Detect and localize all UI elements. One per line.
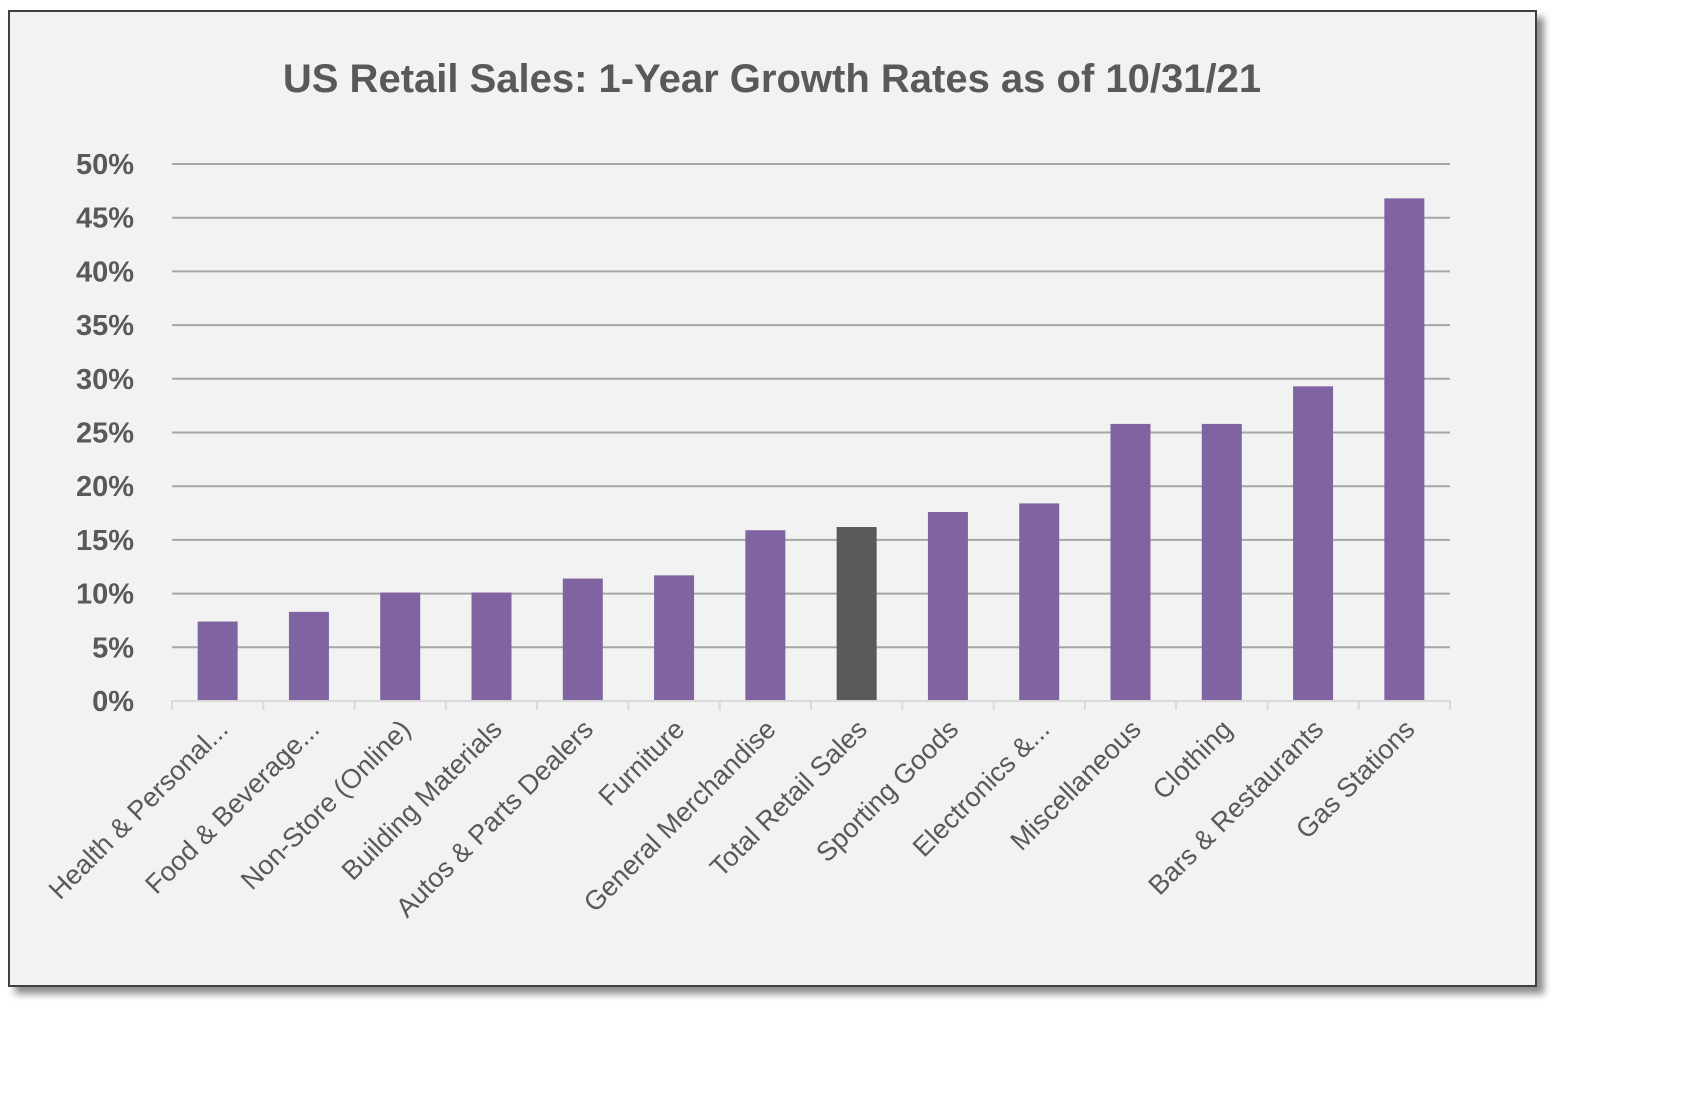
bar (745, 530, 786, 701)
bar (288, 611, 329, 701)
bar (654, 575, 695, 701)
bar (1110, 423, 1151, 701)
bar (1019, 503, 1060, 701)
bar (836, 527, 877, 701)
bar (380, 592, 421, 701)
y-tick-label: 20% (76, 471, 134, 503)
y-tick-label: 40% (76, 256, 134, 288)
bar (197, 621, 238, 701)
x-tick-label: Bars & Restaurants (1143, 714, 1330, 901)
x-tick-label: Total Retail Sales (704, 714, 873, 883)
x-axis-tick-labels: Health & Personal...Food & Beverage...No… (43, 714, 1421, 923)
bar (562, 578, 603, 701)
x-tick-label: Furniture (593, 714, 691, 812)
y-tick-label: 5% (92, 632, 134, 664)
y-tick-label: 10% (76, 579, 134, 611)
bar (1384, 198, 1425, 702)
y-tick-label: 15% (76, 525, 134, 557)
bar (1201, 423, 1242, 701)
bar-chart: US Retail Sales: 1-Year Growth Rates as … (43, 57, 1451, 923)
y-tick-label: 0% (92, 686, 134, 718)
x-tick-label: Building Materials (336, 714, 508, 886)
x-tick-label: Clothing (1147, 714, 1238, 805)
y-tick-label: 35% (76, 310, 134, 342)
chart-frame: US Retail Sales: 1-Year Growth Rates as … (8, 10, 1537, 987)
x-axis (171, 700, 1451, 710)
y-tick-label: 45% (76, 203, 134, 235)
bar (1293, 386, 1334, 701)
y-tick-label: 25% (76, 418, 134, 450)
x-tick-label: Health & Personal... (43, 714, 234, 905)
bar (927, 511, 968, 701)
bars (197, 198, 1425, 702)
y-tick-label: 30% (76, 364, 134, 396)
y-axis-tick-labels: 0% 5% 10% 15% 20% 25% 30% 35% 40% 45% 50% (76, 149, 134, 718)
gridlines (172, 163, 1450, 649)
y-tick-label: 50% (76, 149, 134, 181)
bar (471, 592, 512, 701)
x-tick-label: Non-Store (Online) (235, 714, 416, 895)
x-tick-label: Food & Beverage... (139, 714, 325, 900)
chart-title: US Retail Sales: 1-Year Growth Rates as … (283, 57, 1261, 101)
